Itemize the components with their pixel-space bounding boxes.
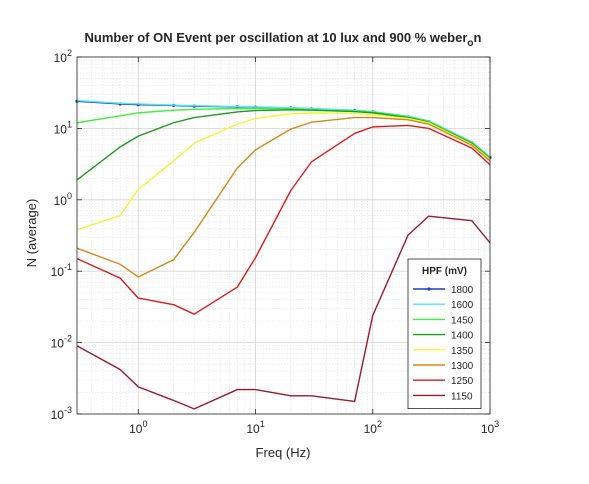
- legend-label-1400: 1400: [451, 331, 474, 342]
- x-tick-labels: 100 101 102 103: [129, 419, 499, 436]
- x-axis-label: Freq (Hz): [256, 445, 311, 460]
- legend-label-1300: 1300: [451, 361, 474, 372]
- legend-label-1150: 1150: [451, 391, 473, 402]
- x-tick-label: 101: [246, 419, 264, 436]
- series-line-1300: [76, 116, 491, 278]
- series-line-1150: [76, 215, 491, 410]
- axes-frame: [76, 56, 491, 415]
- y-tick-label: 101: [54, 119, 72, 136]
- legend-label-1450: 1450: [451, 315, 474, 326]
- legend-title: HPF (mV): [422, 266, 467, 277]
- y-tick-labels: 10-3 10-2 10-1 100 101 102: [51, 48, 72, 422]
- y-tick-label: 10-3: [51, 405, 72, 422]
- legend-label-1350: 1350: [451, 346, 474, 357]
- y-axis-label: N (average): [24, 199, 39, 268]
- axes-box: [76, 56, 491, 415]
- legend-label-1250: 1250: [451, 376, 474, 387]
- legend-label-1800: 1800: [451, 285, 474, 296]
- y-tick-label: 10-1: [51, 262, 72, 279]
- y-tick-label: 10-2: [51, 334, 72, 351]
- y-tick-label: 100: [54, 191, 72, 208]
- series-lines: [75, 99, 492, 410]
- chart-title: Number of ON Event per oscillation at 10…: [85, 30, 482, 49]
- x-tick-label: 100: [129, 419, 147, 436]
- legend-label-1600: 1600: [451, 300, 474, 311]
- legend-box: [407, 258, 482, 410]
- x-tick-label: 102: [364, 419, 382, 436]
- series-line-1250: [76, 124, 491, 315]
- legend: HPF (mV) 1800 1600 1450 1400 1350 1300 1250 1150: [407, 258, 482, 410]
- x-tick-label: 103: [481, 419, 499, 436]
- legend-marker-1800: [427, 287, 431, 291]
- y-tick-label: 102: [54, 48, 72, 65]
- series-line-1350: [76, 112, 491, 231]
